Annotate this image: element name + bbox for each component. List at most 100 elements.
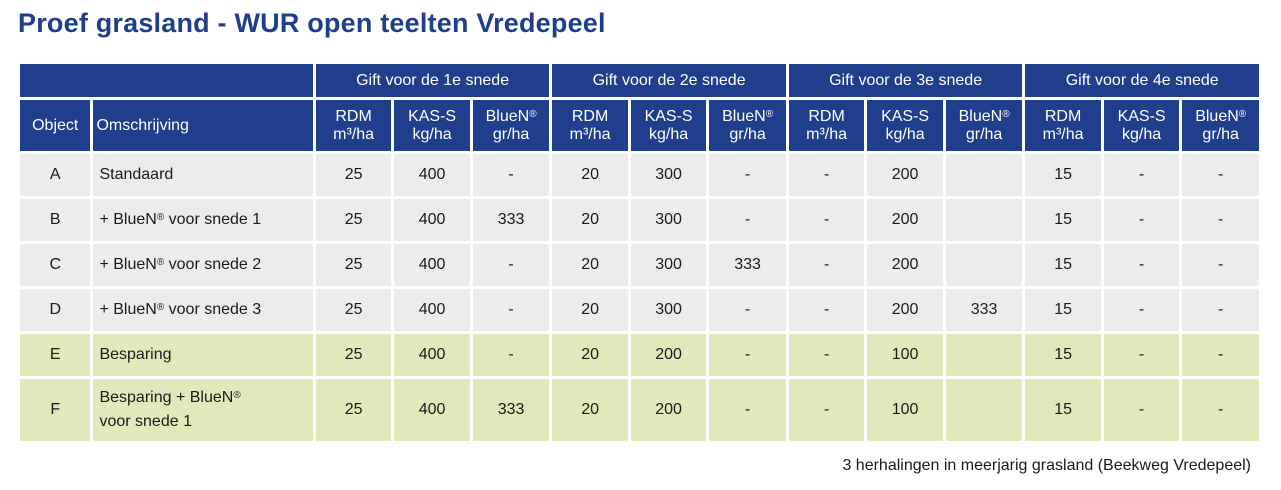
cell-object: F <box>16 376 94 444</box>
cell-value: 20 <box>549 376 631 444</box>
registered-mark: ® <box>233 390 241 401</box>
cell-value: - <box>706 331 789 379</box>
registered-mark: ® <box>156 302 165 313</box>
cell-value: - <box>1100 286 1183 334</box>
group-header-4: Gift voor de 4e snede <box>1022 61 1262 100</box>
col-header-unit: kg/ha <box>885 125 925 143</box>
registered-mark: ® <box>765 108 774 120</box>
cell-value: - <box>1179 376 1262 444</box>
cell-value: 15 <box>1022 196 1104 244</box>
cell-value <box>942 196 1026 244</box>
col-header-unit: m³/ha <box>806 125 848 143</box>
cell-value: 200 <box>864 196 946 244</box>
desc-text: + BlueN <box>99 301 157 318</box>
cell-value: - <box>706 376 789 444</box>
col-header-bluen-3: BlueN® gr/ha <box>942 97 1026 154</box>
cell-value: - <box>1179 151 1262 199</box>
cell-value: 333 <box>942 286 1026 334</box>
cell-value: - <box>785 376 868 444</box>
col-header-label: BlueN <box>485 107 530 125</box>
cell-value: 200 <box>864 286 946 334</box>
col-header-unit: m³/ha <box>333 125 375 143</box>
cell-object: A <box>16 151 94 199</box>
cell-value: 300 <box>627 196 710 244</box>
header-empty <box>17 61 316 100</box>
cell-value: 15 <box>1022 151 1104 199</box>
col-header-bluen-1: BlueN® gr/ha <box>469 97 553 154</box>
cell-value: - <box>1179 286 1262 334</box>
table-row: D + BlueN® voor snede 3 25 400-20 300- -200 33… <box>16 286 1262 334</box>
cell-value: 15 <box>1022 286 1104 334</box>
cell-value: - <box>469 286 553 334</box>
cell-value: 400 <box>391 196 473 244</box>
cell-value: 20 <box>549 331 631 379</box>
col-header-unit: gr/ha <box>1202 125 1239 143</box>
col-header-object: Object <box>16 97 94 154</box>
col-header-omschrijving: Omschrijving <box>90 97 316 154</box>
cell-value: - <box>469 151 553 199</box>
cell-value: - <box>469 331 553 379</box>
cell-value: 20 <box>549 241 631 289</box>
cell-value: 300 <box>627 241 710 289</box>
col-header-label: BlueN <box>958 107 1003 125</box>
header-row-columns: Object Omschrijving RDM m³/ha KAS-S kg/ha Bl… <box>16 97 1262 154</box>
cell-omschrijving: + BlueN® voor snede 3 <box>90 286 316 334</box>
desc-text: + BlueN <box>99 256 157 273</box>
table-row: F Besparing + BlueN® voor snede 1 25 400 333 2… <box>16 376 1262 444</box>
table-row: B + BlueN® voor snede 1 25 400 333 20 300- -200… <box>16 196 1262 244</box>
col-header-label: BlueN <box>722 107 766 125</box>
trial-table: Gift voor de 1e snede Gift voor de 2e sn… <box>16 61 1262 444</box>
cell-omschrijving: + BlueN® voor snede 2 <box>90 241 316 289</box>
cell-omschrijving: Standaard <box>90 151 316 199</box>
desc-text-rest: voor snede 1 <box>164 211 262 228</box>
table-row: E Besparing 25 400-20 200- -100 15- - <box>16 331 1262 379</box>
cell-object: C <box>16 241 94 289</box>
col-header-bluen-4: BlueN® gr/ha <box>1179 97 1262 154</box>
header-row-groups: Gift voor de 1e snede Gift voor de 2e sn… <box>17 61 1262 100</box>
table-row: A Standaard 25 400-20 300- -200 15- - <box>16 151 1262 199</box>
col-header-rdm-1: RDM m³/ha <box>312 97 395 154</box>
cell-value: - <box>1179 196 1262 244</box>
col-header-label: RDM <box>335 107 372 125</box>
col-header-kas-1: KAS-S kg/ha <box>391 97 473 154</box>
cell-value: - <box>1179 331 1262 379</box>
cell-object: E <box>16 331 94 379</box>
footer-note: 3 herhalingen in meerjarig grasland (Bee… <box>842 457 1251 474</box>
desc-text-rest: voor snede 3 <box>164 301 262 318</box>
cell-value: - <box>785 196 868 244</box>
cell-value: 25 <box>312 196 395 244</box>
cell-value <box>942 376 1026 444</box>
col-header-rdm-4: RDM m³/ha <box>1022 97 1104 154</box>
cell-value: - <box>785 286 868 334</box>
col-header-kas-4: KAS-S kg/ha <box>1100 97 1183 154</box>
cell-object: B <box>16 196 94 244</box>
desc-text-rest: voor snede 2 <box>164 256 262 273</box>
col-header-rdm-2: RDM m³/ha <box>549 97 631 154</box>
cell-value: 333 <box>706 241 789 289</box>
desc-text: Besparing <box>99 346 172 363</box>
col-header-unit: gr/ha <box>729 125 766 143</box>
col-header-unit: gr/ha <box>492 125 530 143</box>
page-title: Proef grasland - WUR open teelten Vredep… <box>18 8 606 38</box>
cell-value: 200 <box>864 151 946 199</box>
cell-value: 25 <box>312 376 395 444</box>
col-header-unit: kg/ha <box>412 125 452 143</box>
col-header-label: KAS-S <box>408 107 457 125</box>
cell-value: - <box>706 196 789 244</box>
cell-value <box>942 241 1026 289</box>
cell-value: - <box>785 151 868 199</box>
cell-value: 100 <box>864 376 946 444</box>
desc-text-rest: voor snede 1 <box>99 413 192 430</box>
cell-value: 300 <box>627 286 710 334</box>
desc-text: + BlueN <box>99 211 157 228</box>
cell-value: 15 <box>1022 241 1104 289</box>
cell-value: - <box>469 241 553 289</box>
cell-value: - <box>785 331 868 379</box>
cell-omschrijving: + BlueN® voor snede 1 <box>90 196 316 244</box>
cell-value: 400 <box>391 286 473 334</box>
col-header-kas-2: KAS-S kg/ha <box>627 97 710 154</box>
cell-value: 20 <box>549 286 631 334</box>
cell-value: - <box>1100 241 1183 289</box>
registered-mark: ® <box>1238 108 1247 120</box>
cell-value: 333 <box>469 196 553 244</box>
